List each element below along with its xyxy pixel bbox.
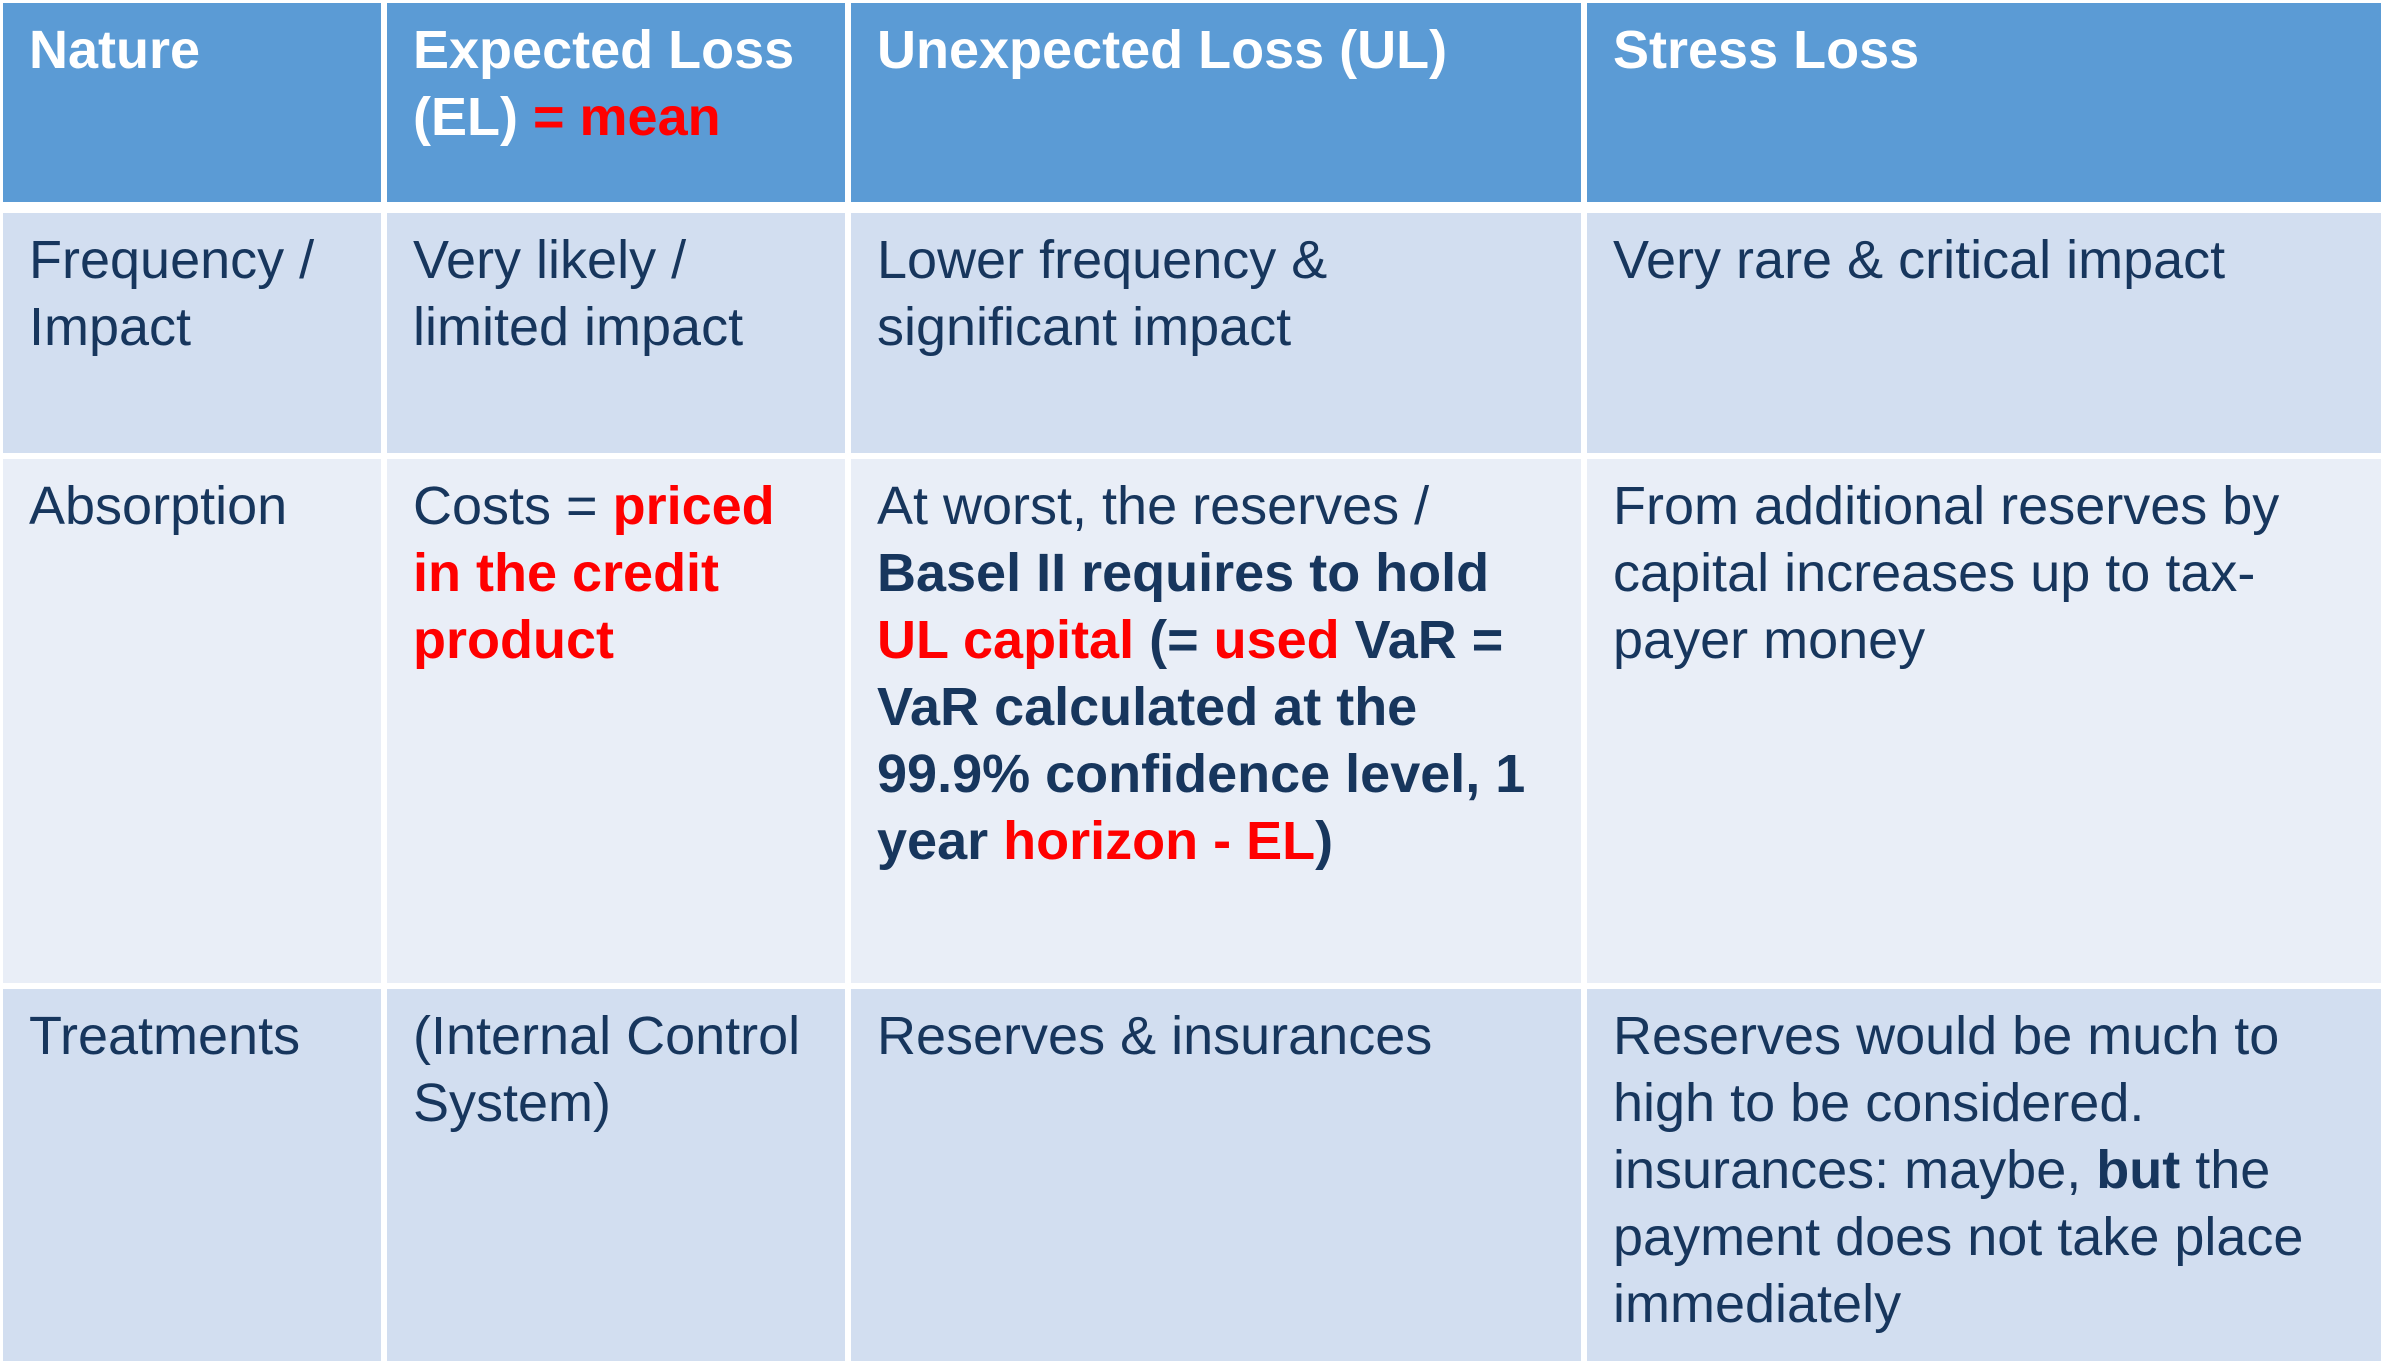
header-el-line2: (EL) = mean [413, 84, 825, 151]
row-absorption-ul-used: used [1213, 610, 1340, 670]
row-absorption-stress-l1: From additional reserves by [1613, 476, 2280, 536]
row-frequency-ul-l2: significant impact [877, 297, 1292, 357]
row-absorption-ul-l6: year horizon - EL) [877, 808, 1561, 875]
row-treatments-stress-l1: Reserves would be much to [1613, 1006, 2280, 1066]
row-absorption-ul-l2: Basel II requires to hold [877, 543, 1490, 603]
row-absorption-stress-l3: payer money [1613, 610, 1926, 670]
row-treatments-stress-maybe: insurances: maybe, [1613, 1140, 2097, 1200]
row-frequency-stress-l1: Very rare & critical impact [1613, 230, 2226, 290]
row-absorption-ul: At worst, the reserves / Basel II requir… [848, 456, 1584, 986]
row-absorption-ul-paren: (= [1134, 610, 1214, 670]
row-frequency-label-l2: Impact [29, 297, 192, 357]
row-treatments-el-l2: System) [413, 1073, 612, 1133]
header-el-line1: Expected Loss [413, 20, 795, 80]
row-absorption-stress-l2: capital increases up to tax- [1613, 543, 2256, 603]
row-absorption-el-costs: Costs = [413, 476, 613, 536]
row-absorption-label: Absorption [0, 456, 384, 986]
header-stress-text: Stress Loss [1613, 20, 1920, 80]
row-treatments-stress-but: but [2096, 1140, 2181, 1200]
row-frequency-ul-l1: Lower frequency & [877, 230, 1328, 290]
row-absorption-ul-close: ) [1315, 811, 1334, 871]
row-treatments-ul: Reserves & insurances [848, 986, 1584, 1364]
header-stress-loss: Stress Loss [1584, 0, 2384, 210]
row-absorption-ul-capital: UL capital [877, 610, 1135, 670]
row-absorption-ul-year: year [877, 811, 1004, 871]
row-absorption-ul-l1: At worst, the reserves / [877, 476, 1430, 536]
header-el-mean: = mean [532, 87, 721, 147]
header-el-abbr: (EL) [413, 87, 533, 147]
row-treatments-label-text: Treatments [29, 1006, 301, 1066]
row-absorption-ul-horizon: horizon - EL [1003, 811, 1316, 871]
row-absorption-el-l3: product [413, 610, 614, 670]
row-absorption-stress: From additional reserves by capital incr… [1584, 456, 2384, 986]
row-absorption-el-l2: in the credit [413, 543, 720, 603]
row-frequency-label: Frequency / Impact [0, 210, 384, 456]
row-treatments-el: (Internal Control System) [384, 986, 848, 1364]
row-frequency-stress: Very rare & critical impact [1584, 210, 2384, 456]
row-absorption-el: Costs = priced in the credit product [384, 456, 848, 986]
header-nature-text: Nature [29, 20, 201, 80]
row-treatments-stress-the: the [2180, 1140, 2271, 1200]
row-treatments-stress: Reserves would be much to high to be con… [1584, 986, 2384, 1364]
row-absorption-el-priced: priced [612, 476, 775, 536]
row-absorption-label-text: Absorption [29, 476, 288, 536]
row-frequency-ul: Lower frequency & significant impact [848, 210, 1584, 456]
row-treatments-el-l1: (Internal Control [413, 1006, 801, 1066]
row-treatments-stress-l4: payment does not take place [1613, 1207, 2304, 1267]
row-frequency-label-l1: Frequency / [29, 230, 315, 290]
header-expected-loss: Expected Loss (EL) = mean [384, 0, 848, 210]
row-absorption-ul-l5: 99.9% confidence level, 1 [877, 744, 1526, 804]
row-absorption-el-l1: Costs = priced [413, 473, 825, 540]
header-unexpected-loss: Unexpected Loss (UL) [848, 0, 1584, 210]
row-treatments-stress-l5: immediately [1613, 1274, 1902, 1334]
row-absorption-ul-l3: UL capital (= used VaR = [877, 607, 1561, 674]
row-treatments-stress-l3: insurances: maybe, but the [1613, 1137, 2361, 1204]
header-ul-text: Unexpected Loss (UL) [877, 20, 1448, 80]
row-frequency-el-l1: Very likely / [413, 230, 687, 290]
row-absorption-ul-var: VaR = [1339, 610, 1504, 670]
row-frequency-el: Very likely / limited impact [384, 210, 848, 456]
row-frequency-el-l2: limited impact [413, 297, 744, 357]
row-treatments-label: Treatments [0, 986, 384, 1364]
row-treatments-ul-l1: Reserves & insurances [877, 1006, 1433, 1066]
row-absorption-ul-l4: VaR calculated at the [877, 677, 1418, 737]
row-treatments-stress-l2: high to be considered. [1613, 1073, 2145, 1133]
header-nature: Nature [0, 0, 384, 210]
